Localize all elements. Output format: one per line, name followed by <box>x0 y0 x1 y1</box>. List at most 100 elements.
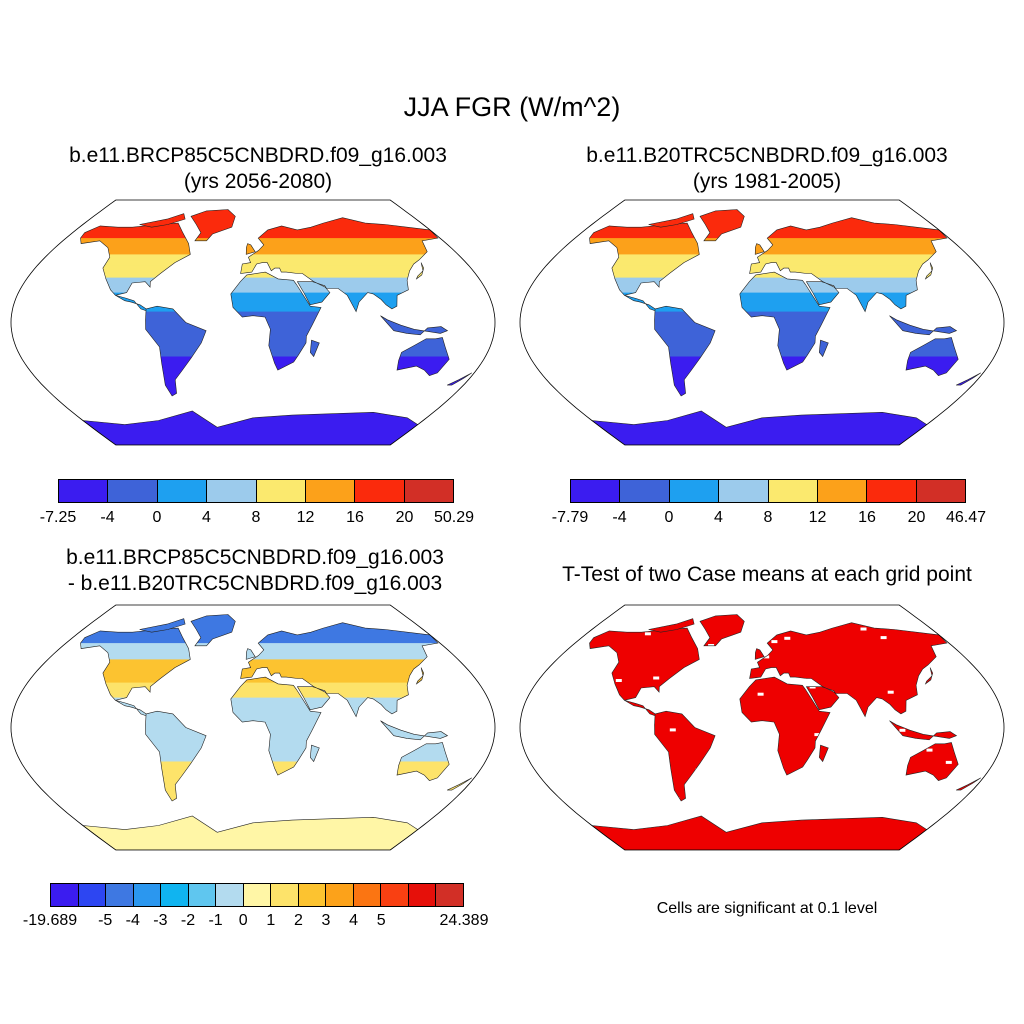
nonsignificant-cell <box>684 711 691 715</box>
map-case2-svg <box>519 199 1005 446</box>
nonsignificant-cell <box>959 719 965 722</box>
nonsignificant-cell <box>842 784 848 787</box>
colorbar-tick-label: 2 <box>293 912 303 929</box>
nonsignificant-cell <box>866 754 872 757</box>
nonsignificant-cell <box>774 818 780 821</box>
significance-fill <box>654 711 716 801</box>
coastline-greenland <box>190 209 236 242</box>
nonsignificant-cell <box>850 733 856 736</box>
value-band <box>246 648 256 660</box>
nonsignificant-cell <box>654 790 660 793</box>
colorbar-tick-label: 20 <box>907 509 926 526</box>
nonsignificant-cell <box>691 807 697 810</box>
nonsignificant-cell <box>731 816 738 818</box>
nonsignificant-cell <box>727 812 733 815</box>
nonsignificant-cell <box>693 635 699 638</box>
nonsignificant-cell <box>567 767 573 770</box>
nonsignificant-cell <box>708 761 714 764</box>
nonsignificant-cell <box>952 782 958 785</box>
colorbar-tick-label: 0 <box>238 912 248 929</box>
map-panel-diff <box>8 600 498 855</box>
nonsignificant-cell <box>889 742 895 745</box>
nonsignificant-cell <box>971 738 977 741</box>
nonsignificant-cell <box>599 785 605 788</box>
value-band <box>806 281 839 294</box>
colorbar-tick-label: -5 <box>98 912 113 929</box>
nonsignificant-cell <box>680 710 686 713</box>
nonsignificant-cell <box>958 725 964 728</box>
nonsignificant-cell <box>925 713 931 716</box>
nonsignificant-cell <box>576 648 582 651</box>
landmass-centralAmerica <box>624 620 956 817</box>
value-band <box>755 243 765 255</box>
colorbar-swatch <box>381 884 409 906</box>
nonsignificant-cell <box>991 720 997 723</box>
coastline-uk <box>754 243 765 255</box>
panel-title-diff-line1: b.e11.BRCP85C5CNBDRD.f09_g16.003 <box>66 546 444 569</box>
nonsignificant-cell <box>865 620 871 623</box>
nonsignificant-cell <box>844 814 850 817</box>
nonsignificant-cell <box>945 760 952 764</box>
nonsignificant-cell <box>950 721 956 724</box>
nonsignificant-cell <box>869 804 875 807</box>
nonsignificant-cell <box>615 679 622 682</box>
colorbar-case1 <box>58 479 454 503</box>
nonsignificant-cell <box>538 717 544 720</box>
nonsignificant-cell <box>867 810 873 813</box>
landmass-madagascar <box>819 340 829 357</box>
nonsignificant-cell <box>711 754 717 757</box>
nonsignificant-cell <box>562 683 568 686</box>
nonsignificant-cell <box>757 692 764 696</box>
nonsignificant-cell <box>898 805 904 808</box>
coastline-europeAsia <box>240 622 439 718</box>
nonsignificant-cell <box>842 784 848 787</box>
nonsignificant-cell <box>756 796 762 799</box>
nonsignificant-cell <box>698 804 704 807</box>
nonsignificant-cell <box>935 720 941 723</box>
nonsignificant-cell <box>626 759 632 762</box>
nonsignificant-cell <box>907 803 913 806</box>
nonsignificant-cell <box>900 808 906 811</box>
nonsignificant-cell <box>785 627 791 630</box>
nonsignificant-cell <box>576 735 582 738</box>
panel-title-ttest-line1: T-Test of two Case means at each grid po… <box>562 563 972 586</box>
nonsignificant-cell <box>673 797 680 801</box>
nonsignificant-cell <box>631 709 637 712</box>
nonsignificant-cell <box>915 794 921 797</box>
value-band <box>397 337 450 357</box>
nonsignificant-cell <box>562 683 568 686</box>
nonsignificant-cell <box>723 792 729 795</box>
nonsignificant-cell <box>842 784 848 787</box>
coastline-arctic <box>648 213 695 228</box>
nonsignificant-cell <box>569 651 575 654</box>
colorbar-tick-label: 12 <box>808 509 827 526</box>
nonsignificant-cell <box>962 704 968 707</box>
nonsignificant-cell <box>778 778 784 781</box>
value-band <box>749 238 947 255</box>
colorbar-swatch <box>188 884 217 906</box>
coastline-southAmerica <box>145 305 207 397</box>
nonsignificant-cell <box>914 622 920 625</box>
nonsignificant-cell <box>882 814 888 817</box>
panel-title-ttest: T-Test of two Case means at each grid po… <box>517 562 1017 588</box>
coastline-southAmerica <box>145 710 207 802</box>
nonsignificant-cell <box>646 739 652 742</box>
nonsignificant-cell <box>962 704 968 707</box>
nonsignificant-cell <box>917 791 923 794</box>
nonsignificant-cell <box>883 789 889 792</box>
colorbar-tick-label: 8 <box>251 509 261 526</box>
nonsignificant-cell <box>740 721 746 724</box>
nonsignificant-cell <box>991 720 997 723</box>
nonsignificant-cell <box>865 748 871 751</box>
nonsignificant-cell <box>905 713 911 716</box>
colorbar-case1-ticks: -7.25 -4 0 4 8 12 16 20 50.29 <box>40 509 474 529</box>
coastline-madagascar <box>309 744 320 763</box>
nonsignificant-cell <box>559 707 565 710</box>
nonsignificant-cell <box>708 761 714 764</box>
nonsignificant-cell <box>962 704 968 707</box>
nonsignificant-cell <box>884 723 890 726</box>
nonsignificant-cell <box>613 807 619 810</box>
nonsignificant-cell <box>917 791 923 794</box>
nonsignificant-cell <box>591 774 597 777</box>
nonsignificant-cell <box>724 684 730 687</box>
